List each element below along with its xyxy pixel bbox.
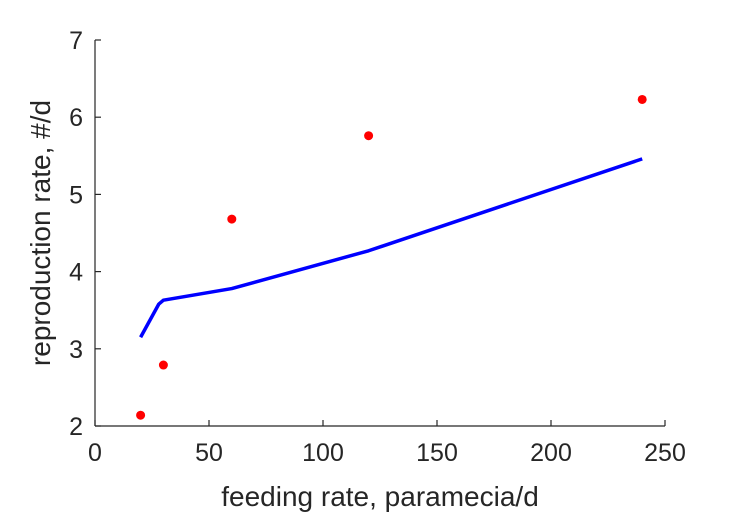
data-point bbox=[158, 360, 168, 370]
axes bbox=[94, 40, 665, 427]
y-tick-label: 5 bbox=[69, 181, 83, 209]
data-point bbox=[637, 94, 647, 104]
y-tick-label: 7 bbox=[69, 27, 83, 55]
y-axis-label: reproduction rate, #/d bbox=[25, 100, 56, 366]
y-ticks: 2 3 4 5 6 7 bbox=[69, 27, 101, 441]
x-tick-label: 50 bbox=[195, 439, 223, 467]
data-point bbox=[364, 131, 374, 141]
data-point bbox=[136, 410, 146, 420]
x-tick-label: 250 bbox=[644, 439, 686, 467]
x-tick-label: 0 bbox=[88, 439, 102, 467]
model-line bbox=[139, 157, 643, 339]
y-tick-label: 6 bbox=[69, 104, 83, 132]
y-tick-label: 4 bbox=[69, 259, 83, 287]
x-tick-label: 200 bbox=[530, 439, 572, 467]
x-tick-label: 150 bbox=[416, 439, 458, 467]
series-layer bbox=[136, 94, 647, 420]
data-point bbox=[227, 214, 237, 224]
x-axis-label: feeding rate, paramecia/d bbox=[221, 481, 539, 512]
y-tick-label: 2 bbox=[69, 413, 83, 441]
x-tick-label: 100 bbox=[302, 439, 344, 467]
x-ticks: 0 50 100 150 200 250 bbox=[88, 420, 686, 467]
y-tick-label: 3 bbox=[69, 336, 83, 364]
